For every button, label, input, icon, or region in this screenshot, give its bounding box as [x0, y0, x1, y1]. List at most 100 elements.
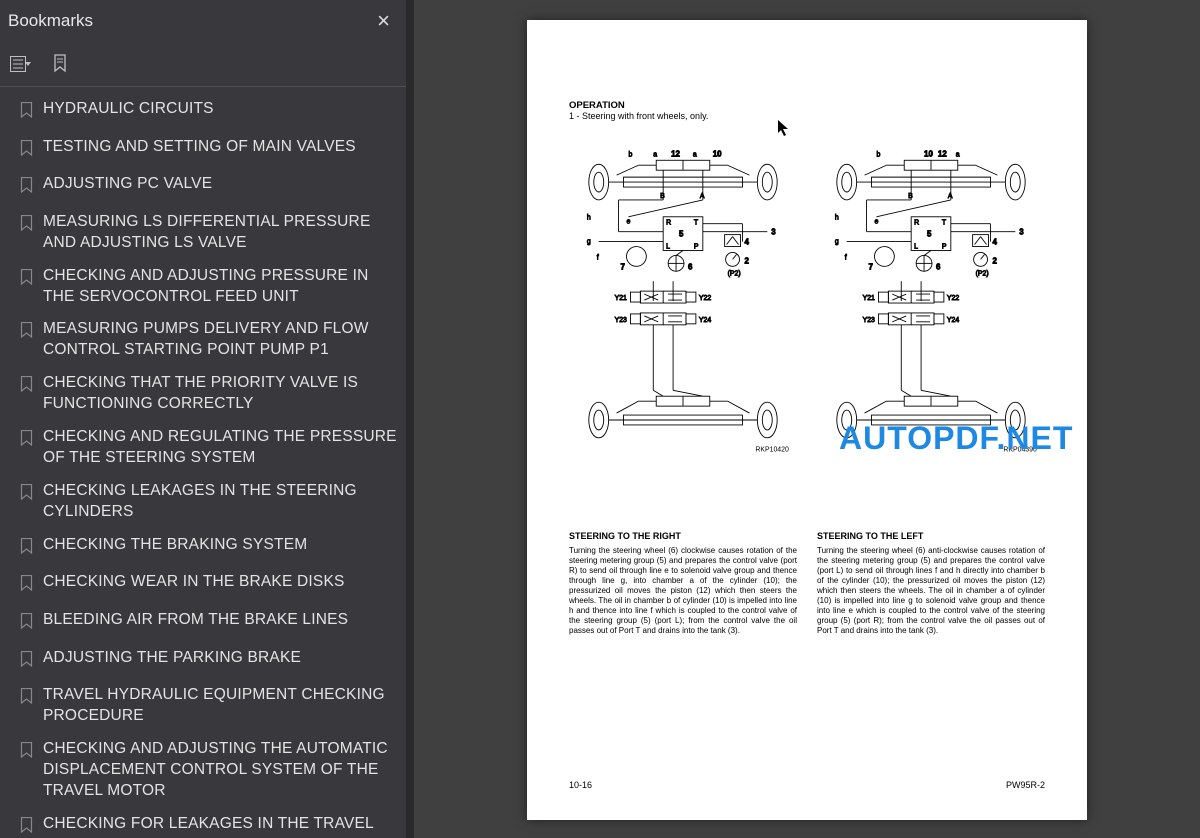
sidebar-item[interactable]: CHECKING THE BRAKING SYSTEM	[0, 529, 406, 567]
svg-text:L: L	[666, 244, 670, 251]
bookmarks-list: HYDRAULIC CIRCUITS TESTING AND SETTING OF…	[0, 87, 406, 838]
svg-text:e: e	[626, 219, 630, 226]
svg-text:f: f	[597, 254, 599, 261]
svg-text:7: 7	[621, 262, 626, 271]
current-bookmark-button[interactable]	[44, 50, 78, 78]
text-columns: STEERING TO THE RIGHT Turning the steeri…	[569, 531, 1045, 636]
sidebar-item-label: MEASURING PUMPS DELIVERY AND FLOW CONTRO…	[43, 319, 398, 361]
svg-text:B: B	[908, 193, 913, 200]
svg-text:T: T	[942, 220, 947, 227]
svg-text:7: 7	[869, 262, 874, 271]
operation-title: OPERATION	[569, 100, 1045, 111]
operation-subtitle: 1 - Steering with front wheels, only.	[569, 111, 1045, 121]
close-icon[interactable]: ×	[369, 6, 398, 36]
page-number: 10-16	[569, 780, 592, 790]
sidebar-item[interactable]: ADJUSTING THE PARKING BRAKE	[0, 642, 406, 680]
svg-text:g: g	[835, 239, 839, 246]
bookmark-icon	[20, 484, 33, 507]
sidebar-item-label: ADJUSTING PC VALVE	[43, 174, 212, 195]
bookmark-icon	[20, 538, 33, 561]
svg-text:Y24: Y24	[699, 317, 711, 324]
sidebar-title: Bookmarks	[8, 11, 93, 31]
sidebar-item[interactable]: CHECKING FOR LEAKAGES IN THE TRAVEL MOTO…	[0, 808, 406, 838]
svg-text:h: h	[587, 215, 591, 222]
sidebar-item-label: CHECKING WEAR IN THE BRAKE DISKS	[43, 572, 345, 593]
sidebar-item[interactable]: CHECKING AND REGULATING THE PRESSURE OF …	[0, 421, 406, 475]
bookmark-icon	[20, 575, 33, 598]
sidebar-item-label: CHECKING THAT THE PRIORITY VALVE IS FUNC…	[43, 373, 398, 415]
col-left-body: Turning the steering wheel (6) clockwise…	[569, 546, 797, 636]
diagram-left: b a 12 a 10 B A h e g f 5 R T L P 7	[569, 141, 797, 471]
pdf-page: OPERATION 1 - Steering with front wheels…	[527, 20, 1087, 820]
svg-text:RKP04390: RKP04390	[1003, 447, 1037, 454]
svg-text:b: b	[628, 151, 632, 158]
svg-text:T: T	[694, 220, 699, 227]
sidebar-item-label: CHECKING THE BRAKING SYSTEM	[43, 535, 307, 556]
svg-text:2: 2	[992, 256, 997, 265]
svg-text:2: 2	[744, 256, 749, 265]
svg-text:4: 4	[744, 238, 749, 247]
sidebar-item-label: MEASURING LS DIFFERENTIAL PRESSURE AND A…	[43, 212, 398, 254]
svg-text:a: a	[956, 151, 960, 158]
sidebar-item[interactable]: MEASURING LS DIFFERENTIAL PRESSURE AND A…	[0, 206, 406, 260]
col-right-body: Turning the steering wheel (6) anti-cloc…	[817, 546, 1045, 636]
bookmark-icon	[20, 817, 33, 838]
sidebar-item-label: ADJUSTING THE PARKING BRAKE	[43, 648, 301, 669]
bookmark-icon	[20, 322, 33, 345]
sidebar-item-label: CHECKING AND ADJUSTING THE AUTOMATIC DIS…	[43, 739, 398, 802]
svg-text:A: A	[948, 193, 953, 200]
svg-text:Y24: Y24	[947, 317, 959, 324]
cursor-icon	[777, 119, 791, 142]
bookmark-icon	[20, 102, 33, 125]
sidebar-item[interactable]: ADJUSTING PC VALVE	[0, 168, 406, 206]
bookmark-icon	[20, 688, 33, 711]
column-left: STEERING TO THE RIGHT Turning the steeri…	[569, 531, 797, 636]
sidebar-item-label: BLEEDING AIR FROM THE BRAKE LINES	[43, 610, 348, 631]
diagrams-row: b a 12 a 10 B A h e g f 5 R T L P 7	[569, 141, 1045, 471]
bookmarks-sidebar: Bookmarks × HYDRAULIC CIRCUITS TESTING AN…	[0, 0, 414, 838]
sidebar-item[interactable]: MEASURING PUMPS DELIVERY AND FLOW CONTRO…	[0, 313, 406, 367]
svg-text:a: a	[693, 151, 697, 158]
svg-text:P: P	[942, 244, 947, 251]
document-viewport[interactable]: AUTOPDF.NET OPERATION 1 - Steering with …	[414, 0, 1200, 838]
outline-view-button[interactable]	[4, 50, 38, 78]
sidebar-item[interactable]: CHECKING AND ADJUSTING PRESSURE IN THE S…	[0, 260, 406, 314]
bookmark-icon	[20, 651, 33, 674]
svg-text:Y21: Y21	[863, 295, 875, 302]
svg-text:a: a	[653, 151, 657, 158]
svg-text:e: e	[874, 219, 878, 226]
svg-text:b: b	[876, 151, 880, 158]
sidebar-item[interactable]: CHECKING AND ADJUSTING THE AUTOMATIC DIS…	[0, 733, 406, 808]
sidebar-item-label: TESTING AND SETTING OF MAIN VALVES	[43, 137, 356, 158]
sidebar-item[interactable]: CHECKING THAT THE PRIORITY VALVE IS FUNC…	[0, 367, 406, 421]
col-left-title: STEERING TO THE RIGHT	[569, 531, 797, 542]
svg-text:g: g	[587, 239, 591, 246]
sidebar-item-label: HYDRAULIC CIRCUITS	[43, 99, 214, 120]
bookmark-icon	[20, 177, 33, 200]
sidebar-item[interactable]: CHECKING WEAR IN THE BRAKE DISKS	[0, 566, 406, 604]
svg-text:Y22: Y22	[699, 295, 711, 302]
svg-text:R: R	[914, 220, 919, 227]
sidebar-tools	[0, 46, 406, 87]
page-footer: 10-16 PW95R-2	[569, 780, 1045, 790]
sidebar-item[interactable]: HYDRAULIC CIRCUITS	[0, 93, 406, 131]
svg-text:10: 10	[924, 149, 933, 158]
sidebar-item[interactable]: CHECKING LEAKAGES IN THE STEERING CYLIND…	[0, 475, 406, 529]
sidebar-item-label: TRAVEL HYDRAULIC EQUIPMENT CHECKING PROC…	[43, 685, 398, 727]
svg-text:12: 12	[938, 149, 947, 158]
svg-text:3: 3	[1019, 228, 1024, 237]
svg-text:A: A	[700, 193, 705, 200]
svg-text:5: 5	[679, 230, 684, 239]
svg-text:R: R	[666, 220, 671, 227]
svg-text:(P2): (P2)	[976, 270, 989, 277]
sidebar-item[interactable]: BLEEDING AIR FROM THE BRAKE LINES	[0, 604, 406, 642]
sidebar-item[interactable]: TRAVEL HYDRAULIC EQUIPMENT CHECKING PROC…	[0, 679, 406, 733]
svg-text:Y21: Y21	[615, 295, 627, 302]
col-right-title: STEERING TO THE LEFT	[817, 531, 1045, 542]
sidebar-item-label: CHECKING AND REGULATING THE PRESSURE OF …	[43, 427, 398, 469]
sidebar-item-label: CHECKING LEAKAGES IN THE STEERING CYLIND…	[43, 481, 398, 523]
svg-text:RKP10420: RKP10420	[755, 447, 789, 454]
sidebar-item[interactable]: TESTING AND SETTING OF MAIN VALVES	[0, 131, 406, 169]
svg-text:(P2): (P2)	[728, 270, 741, 277]
svg-text:Y23: Y23	[863, 317, 875, 324]
